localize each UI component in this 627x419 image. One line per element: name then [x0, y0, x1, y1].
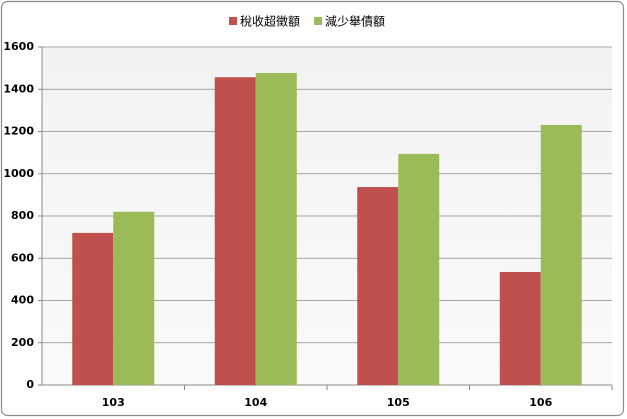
bar — [499, 271, 541, 385]
y-tick-label: 1600 — [3, 40, 34, 53]
bar — [255, 72, 297, 385]
y-tick-label: 0 — [26, 378, 34, 391]
x-tick-label: 103 — [102, 396, 125, 409]
bar — [357, 187, 399, 385]
x-tick-label: 106 — [529, 396, 552, 409]
legend-label: 減少舉債額 — [325, 14, 385, 29]
y-tick-label: 400 — [11, 294, 34, 307]
bar — [72, 232, 114, 385]
legend-swatch — [314, 17, 323, 25]
y-tick-label: 600 — [11, 251, 34, 264]
legend-swatch — [229, 17, 237, 25]
legend-label: 稅收超徵額 — [240, 14, 300, 29]
y-tick-label: 1400 — [3, 82, 34, 95]
y-tick-label: 1200 — [3, 125, 34, 138]
bar — [540, 124, 582, 386]
bar — [113, 211, 155, 385]
y-tick-label: 800 — [11, 209, 34, 222]
x-tick-label: 105 — [387, 396, 410, 409]
bar — [214, 77, 256, 386]
y-tick-label: 1000 — [3, 167, 34, 180]
bar — [398, 153, 440, 385]
x-tick-label: 104 — [244, 396, 267, 409]
y-tick-label: 200 — [11, 336, 34, 349]
